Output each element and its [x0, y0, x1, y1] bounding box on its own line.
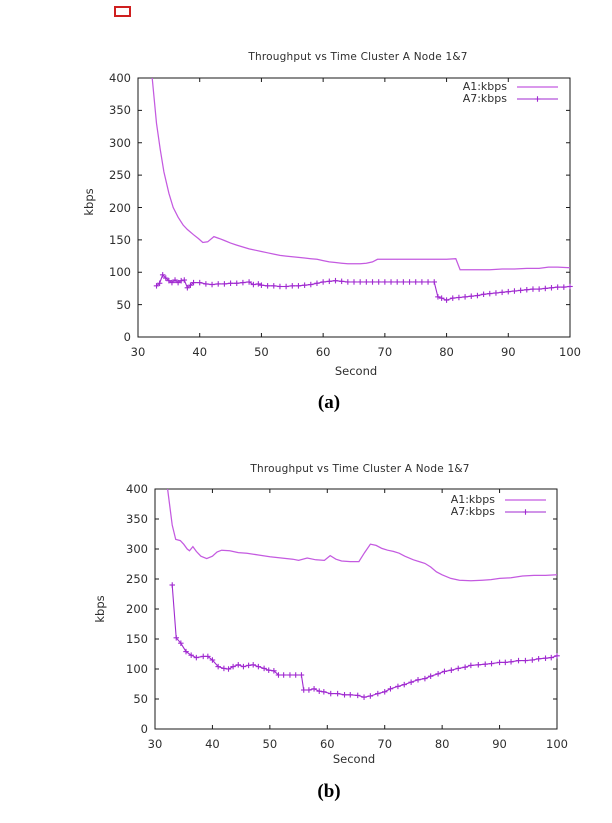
x-axis-label-b: Second: [332, 752, 376, 766]
y-tick-label: 300: [126, 542, 148, 556]
y-tick-label: 100: [126, 662, 148, 676]
x-tick-label: 30: [147, 737, 163, 751]
figure-caption-b: (b): [317, 781, 341, 802]
x-tick-label: 70: [377, 737, 393, 751]
x-tick-label: 40: [192, 345, 208, 359]
legend-label: A7:kbps: [462, 92, 507, 105]
series-line-A1: [151, 77, 571, 271]
y-tick-label: 400: [109, 71, 131, 85]
y-tick-label: 200: [109, 200, 131, 215]
x-tick-label: 80: [434, 737, 450, 751]
x-tick-label: 50: [262, 737, 278, 751]
y-tick-label: 0: [123, 330, 131, 344]
y-tick-label: 250: [126, 572, 148, 586]
plot-frame: [137, 77, 571, 338]
red-annotation-box: [114, 6, 131, 17]
plot-frame: [154, 488, 558, 730]
series-line-A7: [171, 584, 558, 698]
y-axis-label-a: kbps: [82, 188, 96, 216]
y-tick-label: 150: [109, 232, 131, 247]
legend-label: A7:kbps: [450, 505, 495, 518]
x-tick-label: 100: [546, 737, 568, 751]
y-tick-label: 150: [126, 632, 148, 646]
x-tick-label: 80: [439, 345, 454, 359]
y-tick-label: 300: [109, 135, 131, 150]
x-tick-label: 70: [377, 345, 393, 359]
x-tick-label: 60: [319, 737, 335, 751]
y-tick-label: 50: [133, 692, 148, 706]
x-tick-label: 40: [205, 737, 220, 751]
x-tick-label: 50: [254, 345, 269, 359]
chart-title-a: Throughput vs Time Cluster A Node 1&7: [248, 51, 468, 63]
x-axis-label-a: Second: [334, 364, 378, 378]
chart-title-b: Throughput vs Time Cluster A Node 1&7: [250, 463, 470, 475]
y-tick-label: 350: [126, 512, 148, 526]
y-tick-label: 0: [140, 722, 148, 736]
x-tick-label: 30: [130, 345, 146, 359]
y-tick-label: 200: [126, 602, 148, 616]
legend-label: A1:kbps: [450, 493, 495, 506]
legend-label: A1:kbps: [462, 80, 507, 93]
y-axis-label-b: kbps: [93, 595, 107, 623]
y-tick-label: 250: [109, 168, 131, 183]
x-tick-label: 90: [492, 737, 507, 751]
y-tick-label: 100: [109, 265, 131, 280]
y-tick-label: 400: [126, 482, 148, 496]
y-tick-label: 350: [109, 103, 131, 118]
x-tick-label: 90: [500, 345, 516, 359]
x-tick-label: 100: [559, 345, 581, 359]
series-line-A1: [166, 488, 558, 582]
figure-caption-a: (a): [317, 392, 341, 413]
series-line-A7: [156, 273, 571, 301]
x-tick-label: 60: [315, 345, 331, 359]
y-tick-label: 50: [116, 297, 131, 312]
